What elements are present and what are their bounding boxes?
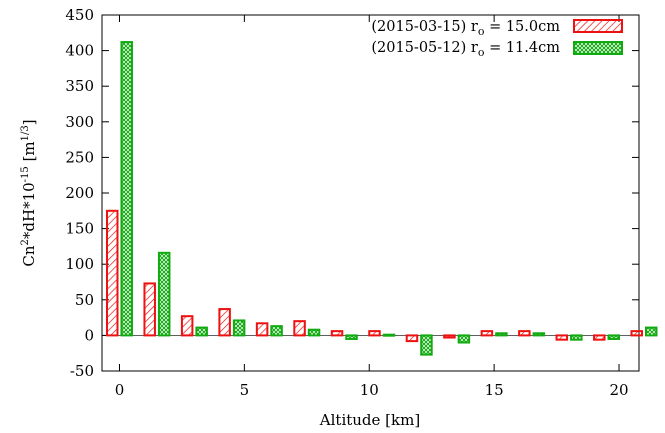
y-tick-label: 50 [75,291,94,309]
bar-series-1 [293,320,306,337]
bar-series-1 [330,330,344,337]
bar-series-2 [532,332,546,337]
legend: (2015-03-15) ro = 15.0cm (2015-05-12) ro… [371,19,623,59]
bar-series-2 [570,334,583,341]
x-tick-label: 5 [240,381,250,399]
bar-series-2 [382,333,396,337]
y-tick-label: 350 [65,77,94,95]
bar-series-1 [630,330,643,337]
y-tick-label: -50 [70,362,94,380]
x-tick-label: 20 [609,381,628,399]
svg-text:(2015-05-12) ro = 11.4cm: (2015-05-12) ro = 11.4cm [371,40,560,59]
x-tick-label: 0 [115,381,125,399]
legend-swatch-1 [573,19,623,33]
y-tick-label: 300 [65,113,94,131]
bar-series-2 [232,319,246,337]
bar-series-1 [255,322,269,337]
legend-entry-1: (2015-03-15) ro = 15.0cm [371,19,623,38]
y-tick-label: 400 [65,42,94,60]
y-tick-label: 0 [84,326,94,344]
bar-series-2 [420,334,433,356]
bar-series-1 [555,334,569,341]
bar-series-2 [457,334,471,344]
bar-series-1 [480,330,494,337]
y-tick-label: 100 [65,255,94,273]
bar-series-2 [495,332,508,337]
bar-series-1 [443,334,456,339]
bar-series-2 [307,328,321,337]
y-axis-title: Cn2*dH*10-15 [m1/3] [20,119,38,266]
bar-series-2 [345,334,358,340]
x-tick-label: 10 [360,381,379,399]
x-axis-title: Altitude [km] [319,411,420,429]
y-tick-label: 450 [65,6,94,24]
svg-text:(2015-03-15) ro = 15.0cm: (2015-03-15) ro = 15.0cm [371,19,560,38]
y-tick-label: 150 [65,220,94,238]
bar-series-1 [143,282,156,337]
bar-series [105,41,658,356]
bar-series-2 [270,325,283,337]
bar-series-1 [518,330,531,337]
bar-series-1 [368,330,381,337]
bar-series-2 [120,41,133,337]
y-tick-label: 250 [65,148,94,166]
bar-series-2 [607,334,621,340]
x-tick-labels: 0 5 10 15 20 [115,381,629,399]
legend-entry-2: (2015-05-12) ro = 11.4cm [371,40,623,59]
legend-swatch-2 [573,41,623,55]
x-tick-label: 15 [485,381,504,399]
bar-series-2 [195,326,208,337]
bar-series-1 [405,334,419,343]
y-tick-labels: -50 0 50 100 150 200 250 300 350 400 450 [65,6,94,380]
bar-series-2 [157,251,171,337]
bar-series-1 [105,209,119,337]
bar-series-2 [644,326,658,337]
bar-series-1 [180,315,194,337]
bar-series-1 [593,334,606,341]
y-tick-label: 200 [65,184,94,202]
plot-area [101,14,658,372]
bar-series-1 [218,308,231,337]
